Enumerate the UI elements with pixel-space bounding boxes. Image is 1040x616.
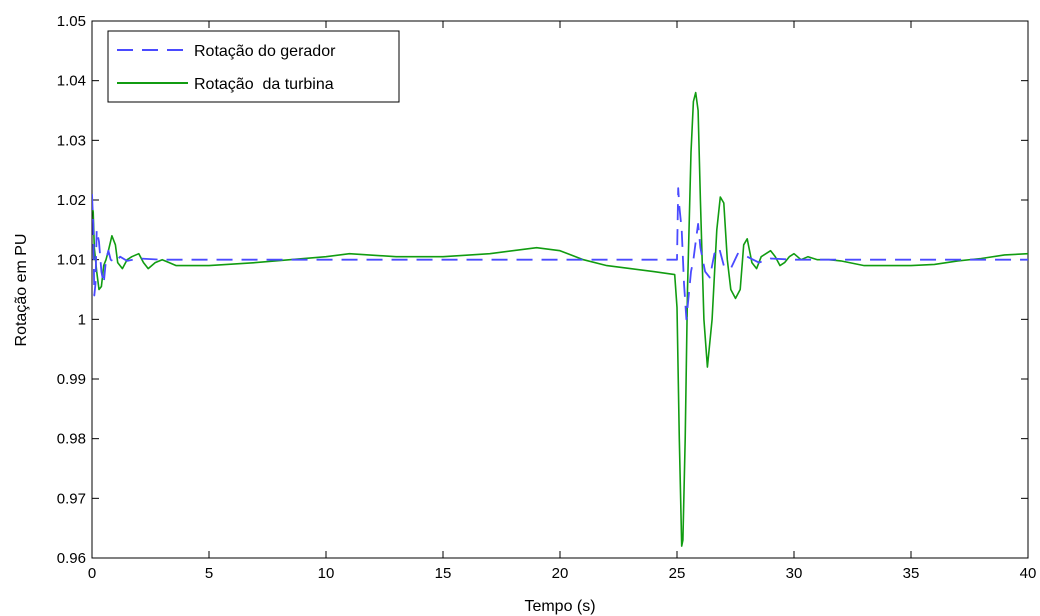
legend-label-gerador: Rotação do gerador — [194, 43, 336, 60]
series-line-gerador — [92, 187, 1028, 321]
y-tick-label: 1.05 — [57, 13, 86, 30]
y-tick-label: 1.03 — [57, 132, 86, 149]
x-tick-label: 30 — [786, 565, 803, 582]
y-tick-label: 1.02 — [57, 192, 86, 209]
y-tick-label: 1.04 — [57, 73, 86, 90]
y-tick-label: 0.98 — [57, 431, 86, 448]
y-axis-ticks: 0.96 0.97 0.98 0.99 1 1.01 1.02 1.03 1.04 1.05 — [57, 13, 1028, 567]
series-layer — [92, 91, 1028, 547]
x-tick-label: 25 — [669, 565, 686, 582]
x-tick-label: 40 — [1020, 565, 1037, 582]
x-tick-label: 5 — [205, 565, 213, 582]
x-axis-ticks: 0 5 10 15 20 25 30 35 40 — [88, 21, 1037, 582]
plot-area — [91, 20, 1029, 559]
legend-label-turbina: Rotação da turbina — [194, 76, 334, 93]
x-tick-label: 0 — [88, 565, 96, 582]
x-tick-label: 35 — [903, 565, 920, 582]
y-tick-label: 0.99 — [57, 371, 86, 388]
y-tick-label: 0.97 — [57, 490, 86, 507]
series-line-turbina — [92, 91, 1028, 547]
legend-box — [107, 30, 400, 103]
legend: Rotação do gerador Rotação da turbina — [107, 30, 400, 103]
y-axis-label: Rotação em PU — [13, 234, 30, 347]
x-tick-label: 15 — [435, 565, 452, 582]
x-tick-label: 10 — [318, 565, 335, 582]
x-tick-label: 20 — [552, 565, 569, 582]
y-tick-label: 1.01 — [57, 252, 86, 269]
y-tick-label: 0.96 — [57, 550, 86, 567]
y-tick-label: 1 — [78, 311, 86, 328]
x-axis-label: Tempo (s) — [524, 598, 595, 615]
